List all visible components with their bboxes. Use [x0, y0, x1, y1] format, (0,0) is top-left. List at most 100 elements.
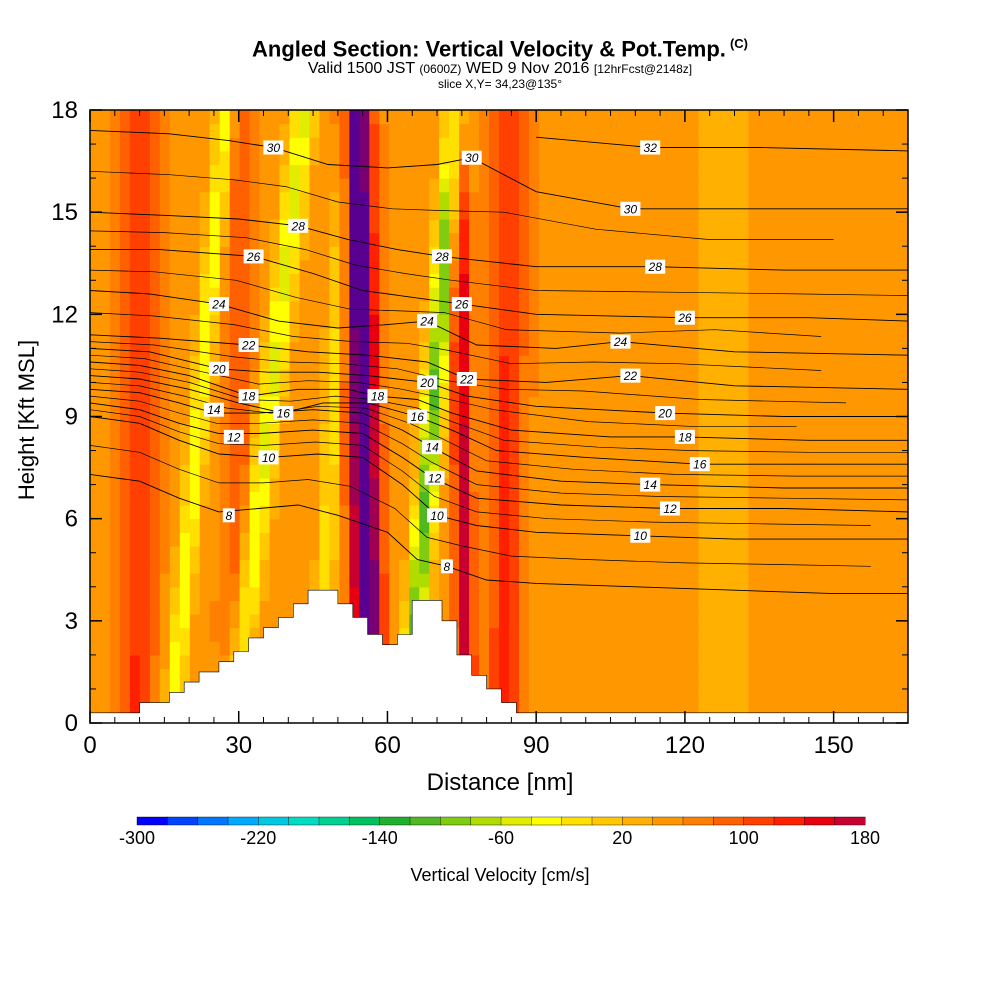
velocity-cell: [209, 259, 221, 274]
velocity-cell: [678, 300, 690, 315]
velocity-cell: [409, 287, 420, 302]
velocity-cell: [469, 477, 480, 492]
velocity-cell: [588, 341, 600, 356]
velocity-cell: [509, 287, 520, 302]
velocity-cell: [509, 545, 520, 561]
velocity-cell: [179, 191, 191, 206]
velocity-cell: [419, 328, 430, 343]
velocity-cell: [868, 123, 879, 138]
contour-label-text: 28: [291, 219, 306, 233]
velocity-cell: [638, 545, 650, 561]
velocity-cell: [648, 328, 660, 343]
velocity-cell: [139, 259, 151, 274]
velocity-cell: [548, 627, 560, 642]
velocity-cell: [259, 368, 271, 383]
velocity-cell: [519, 164, 530, 179]
velocity-cell: [668, 219, 680, 234]
velocity-cell: [100, 627, 111, 642]
velocity-cell: [748, 205, 759, 220]
contour-label-text: 24: [419, 315, 434, 329]
velocity-cell: [469, 341, 480, 356]
velocity-cell: [528, 300, 540, 315]
velocity-cell: [778, 191, 789, 206]
velocity-cell: [319, 164, 330, 179]
velocity-cell: [199, 505, 211, 520]
velocity-cell: [728, 382, 739, 397]
velocity-cell: [668, 341, 680, 356]
velocity-cell: [110, 518, 121, 533]
velocity-cell: [499, 178, 510, 193]
velocity-cell: [798, 436, 809, 452]
velocity-cell: [808, 505, 819, 520]
velocity-cell: [259, 150, 271, 166]
velocity-cell: [788, 654, 799, 670]
velocity-cell: [389, 491, 400, 506]
velocity-cell: [728, 300, 739, 315]
velocity-cell: [239, 137, 251, 152]
velocity-cell: [339, 191, 350, 206]
velocity-cell: [369, 396, 380, 411]
velocity-cell: [269, 368, 281, 383]
velocity-cell: [199, 532, 211, 547]
velocity-cell: [129, 477, 141, 492]
velocity-cell: [349, 246, 360, 261]
velocity-cell: [868, 545, 879, 561]
velocity-cell: [708, 205, 720, 220]
velocity-cell: [748, 123, 759, 138]
velocity-cell: [519, 205, 530, 220]
velocity-cell: [349, 545, 360, 561]
velocity-cell: [169, 477, 181, 492]
velocity-cell: [459, 219, 470, 234]
velocity-cell: [558, 450, 570, 465]
velocity-cell: [718, 178, 730, 193]
contour-label-box: [208, 297, 229, 312]
velocity-cell: [808, 123, 819, 138]
velocity-cell: [758, 518, 769, 533]
velocity-cell: [349, 368, 360, 383]
contour-label-text: 26: [454, 298, 469, 312]
velocity-cell: [309, 300, 321, 315]
velocity-cell: [139, 219, 151, 234]
velocity-cell: [229, 300, 241, 315]
velocity-cell: [668, 205, 680, 220]
velocity-cell: [409, 355, 420, 370]
velocity-cell: [349, 559, 360, 574]
velocity-cell: [219, 150, 231, 166]
velocity-cell: [329, 191, 340, 206]
velocity-cell: [169, 409, 181, 424]
velocity-cell: [708, 464, 720, 479]
velocity-cell: [758, 641, 769, 656]
velocity-cell: [618, 232, 630, 247]
velocity-cell: [748, 586, 759, 601]
velocity-cell: [668, 178, 680, 193]
velocity-cell: [349, 191, 360, 206]
colorbar-swatch: [804, 816, 836, 826]
velocity-cell: [339, 505, 350, 520]
velocity-cell: [519, 300, 530, 315]
velocity-cell: [229, 355, 241, 370]
velocity-cell: [558, 682, 570, 697]
velocity-cell: [219, 219, 231, 234]
velocity-cell: [249, 287, 261, 302]
contour-label-box: [288, 218, 309, 233]
velocity-cell: [838, 654, 849, 670]
velocity-cell: [548, 178, 560, 193]
velocity-cell: [848, 654, 859, 670]
velocity-cell: [808, 682, 819, 697]
velocity-cell: [568, 300, 580, 315]
velocity-cell: [658, 682, 670, 697]
contour-label-text: 26: [677, 311, 692, 325]
velocity-cell: [159, 355, 171, 370]
velocity-cell: [159, 178, 171, 193]
velocity-cell: [788, 341, 799, 356]
velocity-cell: [509, 246, 520, 261]
velocity-cell: [668, 314, 680, 329]
velocity-cell: [688, 682, 700, 697]
velocity-cell: [119, 341, 131, 356]
velocity-cell: [528, 287, 540, 302]
velocity-cell: [668, 545, 680, 561]
velocity-cell: [548, 682, 560, 697]
velocity-cell: [229, 205, 241, 220]
velocity-cell: [758, 695, 769, 710]
